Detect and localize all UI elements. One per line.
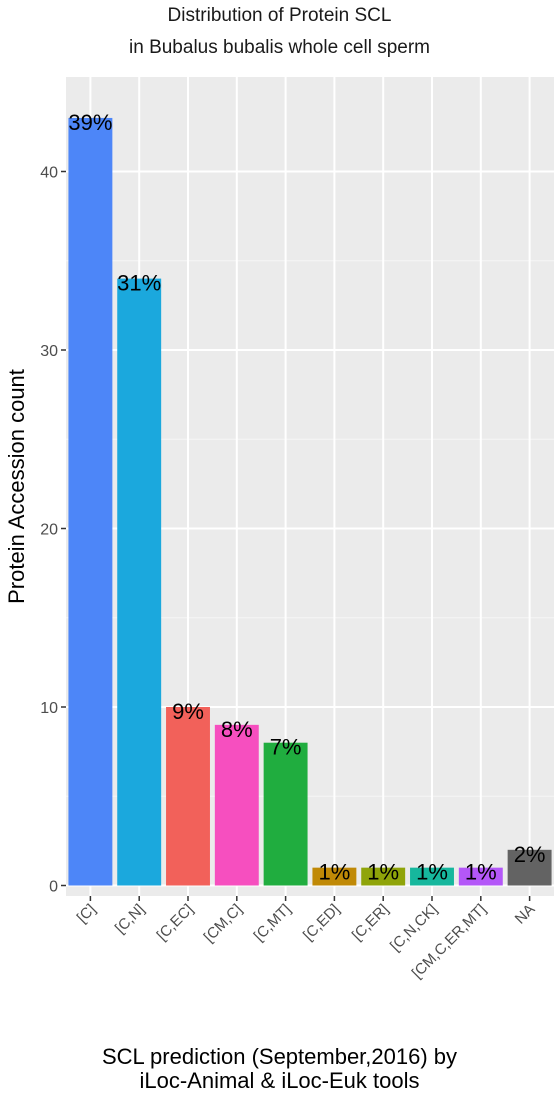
data-label: 7%: [270, 735, 302, 760]
bar-ced: [312, 867, 357, 886]
data-label: 1%: [465, 860, 497, 885]
y-tick-label: 0: [49, 879, 58, 896]
x-tick-label: NA: [512, 901, 539, 928]
data-label: 2%: [514, 842, 546, 867]
y-tick-label: 30: [40, 343, 58, 360]
x-tick-label: [C,MT]: [251, 901, 295, 945]
bar-c: [68, 117, 113, 886]
x-tick-label: [C,ED]: [300, 901, 343, 944]
x-tick-label: [C,N]: [112, 901, 148, 937]
bar-cnck: [410, 867, 454, 886]
x-tick-label: [CM,C]: [201, 901, 246, 946]
x-tick-label: [C]: [74, 901, 100, 927]
data-label: 1%: [319, 860, 351, 885]
bar-cn: [117, 278, 162, 886]
bar-na: [507, 849, 552, 886]
data-label: 8%: [221, 717, 253, 742]
data-label: 1%: [367, 860, 399, 885]
bar-cer: [361, 867, 406, 886]
x-tick-label: [C,ER]: [349, 901, 392, 944]
x-axis-label-line1: SCL prediction (September,2016) by: [101, 1044, 458, 1069]
chart-title: Distribution of Protein SCL: [167, 5, 392, 26]
y-axis-label: Protein Accession count: [4, 369, 29, 604]
y-tick-label: 40: [40, 165, 58, 182]
data-label: 39%: [68, 110, 112, 135]
data-label: 1%: [416, 860, 448, 885]
bar-cmcermt: [458, 867, 503, 886]
y-tick-label: 20: [40, 522, 58, 539]
y-tick-label: 10: [40, 700, 58, 717]
bar-cmc: [214, 724, 259, 886]
x-axis-label-line2: iLoc-Animal & iLoc-Euk tools: [139, 1068, 420, 1093]
data-label: 9%: [172, 699, 204, 724]
data-label: 31%: [117, 271, 161, 296]
bar-cec: [166, 707, 210, 886]
bar-cmt: [263, 742, 308, 886]
chart-subtitle: in Bubalus bubalis whole cell sperm: [129, 37, 430, 58]
x-tick-label: [C,EC]: [154, 901, 197, 944]
